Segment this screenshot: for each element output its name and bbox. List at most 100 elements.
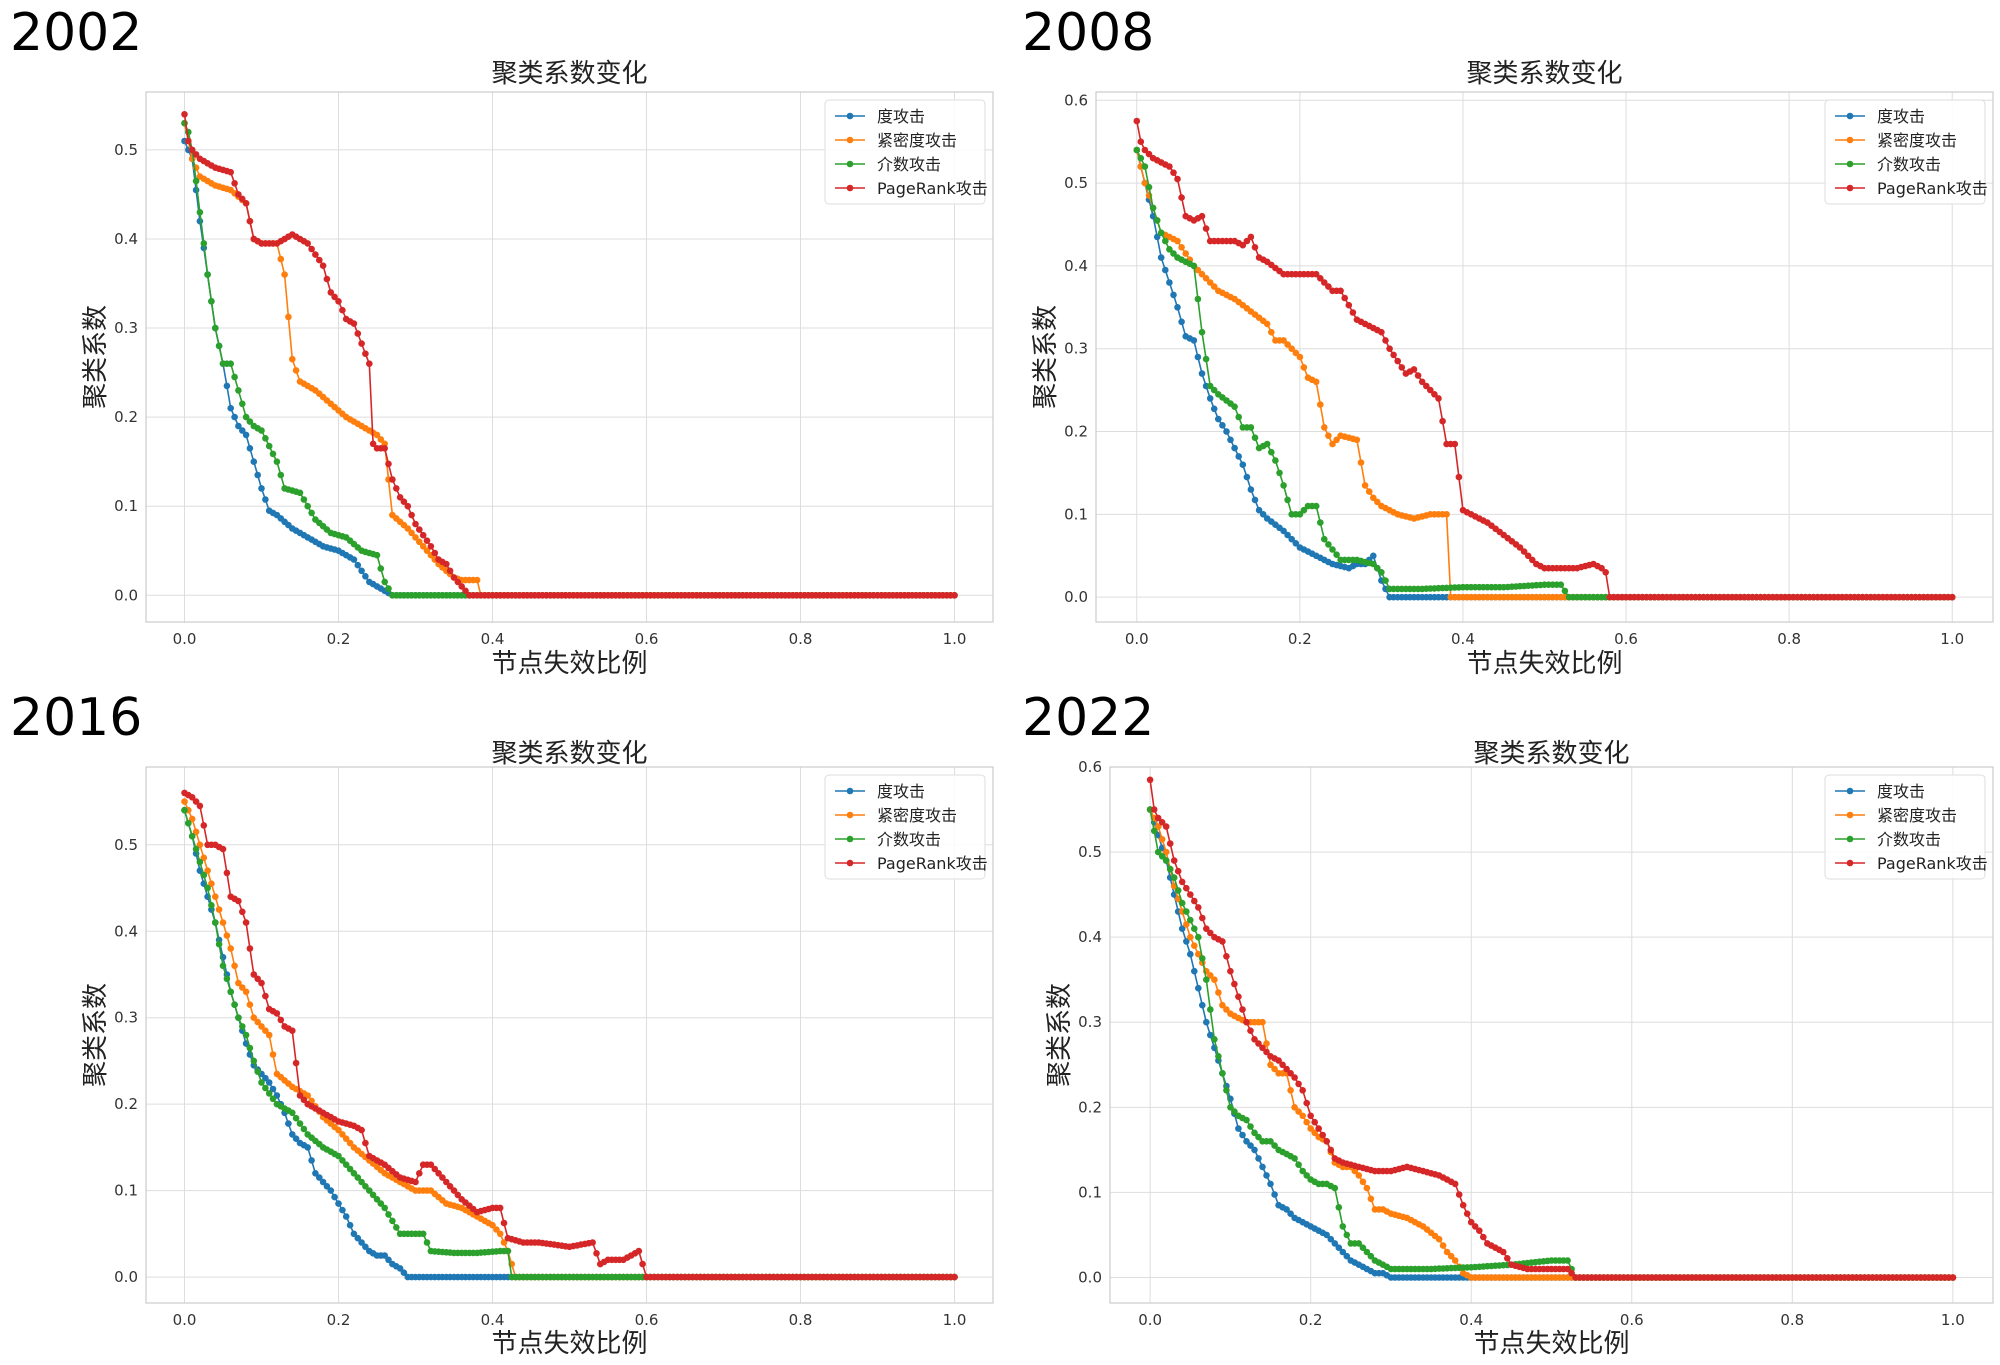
data-point — [1255, 1133, 1262, 1141]
data-point — [1199, 955, 1206, 962]
data-point — [269, 450, 277, 458]
y-tick-label: 0.3 — [114, 1009, 138, 1027]
data-point — [219, 962, 227, 970]
data-point — [227, 988, 234, 996]
data-point — [1451, 440, 1459, 448]
legend-marker — [1846, 859, 1854, 867]
data-point — [354, 330, 362, 337]
data-point — [1259, 511, 1267, 518]
legend-marker — [846, 835, 854, 843]
data-point — [1247, 1123, 1254, 1130]
data-point — [1467, 1218, 1475, 1226]
data-point — [1178, 244, 1185, 251]
data-point — [1243, 1116, 1250, 1124]
data-point — [1251, 1036, 1258, 1043]
data-point — [1150, 806, 1158, 813]
data-point — [1195, 933, 1202, 941]
data-point — [1263, 440, 1271, 448]
data-point — [1443, 511, 1450, 518]
data-point — [1339, 1223, 1347, 1230]
y-axis-label: 聚类系数 — [81, 983, 111, 1087]
data-point — [346, 1221, 354, 1229]
data-point — [1267, 1138, 1274, 1145]
data-point — [300, 1125, 308, 1133]
data-point — [1284, 496, 1291, 504]
data-point — [446, 567, 454, 575]
data-point — [1325, 541, 1332, 548]
data-point — [196, 209, 204, 216]
legend-entry: PageRank攻击 — [877, 179, 988, 198]
legend-marker — [1846, 787, 1854, 795]
x-tick-label: 1.0 — [943, 1311, 967, 1329]
data-point — [1259, 1044, 1266, 1052]
data-point — [327, 1187, 335, 1194]
data-point — [312, 251, 319, 258]
data-point — [1162, 266, 1169, 274]
data-point — [342, 1161, 350, 1168]
data-point — [1323, 1231, 1330, 1239]
data-point — [1215, 1053, 1222, 1060]
legend-marker — [1846, 184, 1854, 192]
legend-entry: 介数攻击 — [877, 155, 941, 174]
data-point — [196, 858, 204, 866]
data-point — [1178, 878, 1186, 886]
data-point — [342, 1135, 350, 1142]
data-point — [1174, 867, 1182, 875]
data-point — [1463, 1210, 1471, 1217]
data-point — [366, 360, 373, 368]
data-point — [354, 1234, 362, 1242]
data-point — [1386, 345, 1393, 353]
data-point — [1390, 351, 1397, 359]
data-point — [250, 458, 258, 466]
data-point — [1287, 1210, 1294, 1217]
data-point — [227, 168, 234, 176]
data-point — [1137, 154, 1145, 162]
data-point — [639, 1260, 646, 1268]
data-point — [1329, 546, 1336, 553]
panel-year-label: 2008 — [1022, 3, 1154, 63]
data-point — [242, 988, 250, 996]
data-point — [1247, 1142, 1254, 1149]
data-point — [1247, 424, 1255, 431]
data-point — [362, 1139, 369, 1147]
data-point — [1329, 440, 1336, 448]
data-point — [362, 1183, 369, 1190]
y-axis-label: 聚类系数 — [1031, 305, 1061, 409]
data-point — [269, 1095, 277, 1103]
data-point — [1219, 1070, 1226, 1077]
data-point — [215, 342, 223, 350]
data-point — [1359, 1244, 1367, 1251]
data-point — [235, 191, 242, 198]
data-point — [231, 962, 238, 970]
data-point — [200, 240, 208, 247]
data-point — [1292, 540, 1300, 547]
data-point — [1598, 564, 1605, 572]
data-point — [393, 485, 400, 492]
data-point — [1275, 1057, 1282, 1064]
series-3 — [1133, 117, 1956, 601]
data-point — [1271, 1191, 1278, 1198]
data-point — [1187, 916, 1194, 924]
x-tick-label: 0.4 — [1459, 1311, 1483, 1329]
data-point — [373, 1196, 381, 1203]
data-point — [304, 240, 312, 247]
data-point — [239, 427, 246, 434]
legend-marker — [846, 787, 854, 795]
data-point — [254, 975, 261, 983]
data-point — [1251, 244, 1259, 251]
x-tick-label: 0.0 — [173, 630, 197, 648]
data-point — [1295, 1161, 1302, 1168]
data-point — [1174, 887, 1182, 894]
data-point — [242, 431, 250, 439]
data-point — [1374, 498, 1381, 506]
data-point — [258, 979, 265, 987]
legend-entry: 度攻击 — [877, 782, 925, 801]
data-point — [1166, 246, 1173, 253]
data-point — [1367, 1252, 1375, 1260]
data-point — [419, 1230, 427, 1238]
data-point — [323, 1183, 331, 1190]
y-tick-label: 0.3 — [1064, 340, 1088, 358]
data-point — [192, 151, 200, 158]
data-point — [1374, 564, 1381, 572]
data-point — [1279, 1061, 1286, 1069]
